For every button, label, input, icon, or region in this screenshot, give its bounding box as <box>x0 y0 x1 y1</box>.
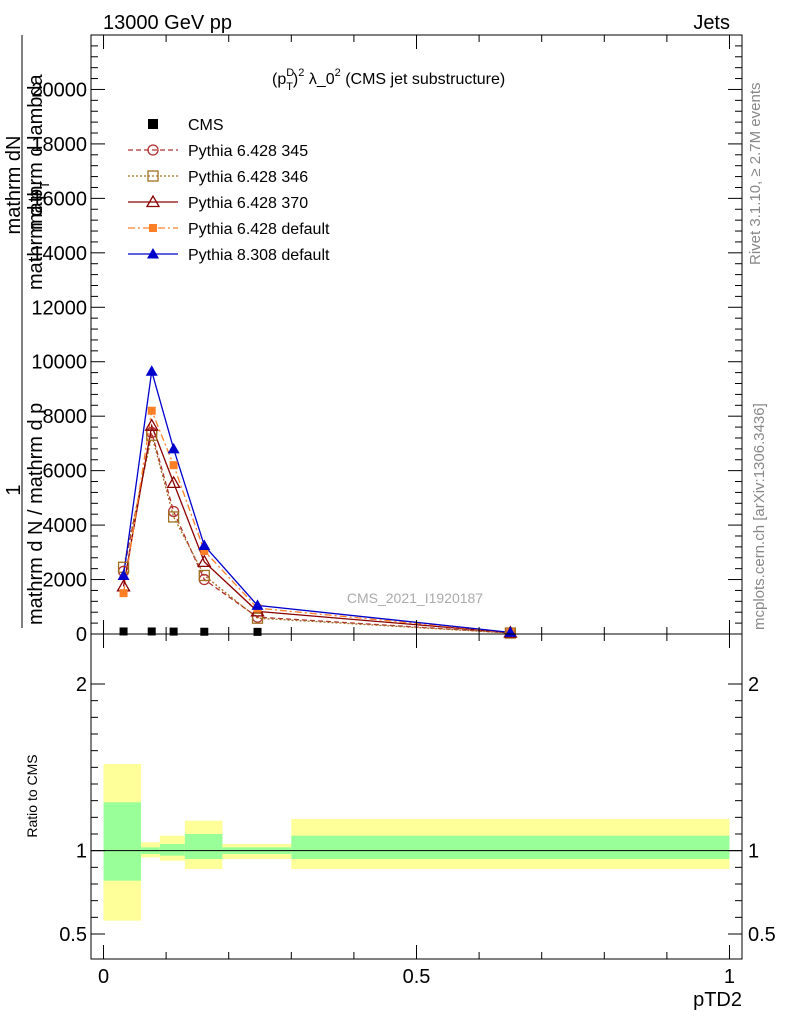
ratio-plot: 0.5 0.51 12 2 0 0.5 1 <box>59 35 776 988</box>
series-point <box>119 589 128 598</box>
y-tick-label: 18000 <box>31 134 87 156</box>
series-point <box>169 461 178 470</box>
series-point <box>198 539 211 551</box>
legend-label: Pythia 6.428 345 <box>188 143 308 160</box>
series-point <box>200 627 209 636</box>
y-tick-label: 6000 <box>43 461 88 483</box>
y-label-one: 1 <box>3 484 25 495</box>
y-tick-label: 8000 <box>43 406 88 428</box>
legend-marker <box>147 248 159 259</box>
rivet-label: Rivet 3.1.10, ≥ 2.7M events <box>747 83 764 266</box>
y-tick-label: 10000 <box>31 352 87 374</box>
ratio-plot-frame <box>90 633 743 960</box>
header-right-label: Jets <box>693 12 730 34</box>
series-line <box>122 408 511 634</box>
ratio-inner-band <box>103 802 142 881</box>
legend-label: Pythia 8.308 default <box>188 247 330 264</box>
legend-marker <box>148 119 158 129</box>
series-point <box>198 569 210 582</box>
series-line <box>122 371 511 634</box>
header-left-label: 13000 GeV pp <box>103 12 232 34</box>
series-point <box>167 511 180 523</box>
ratio-inner-band <box>184 834 223 859</box>
legend-label: Pythia 6.428 370 <box>188 195 308 212</box>
x-tick-label: 0.5 <box>403 966 431 988</box>
series-point <box>253 627 262 636</box>
series-point <box>167 442 180 454</box>
x-tick-label: 1 <box>724 966 735 988</box>
chart-title: (pD T)2 λ_02 (CMS jet substructure) <box>272 67 505 93</box>
ratio-inner-band <box>159 844 185 856</box>
ratio-y-label: Ratio to CMS <box>24 754 40 837</box>
y-axis-label: 1 mathrm dN mathrm d N / mathrm d p math… <box>3 35 52 628</box>
series-point <box>147 627 156 636</box>
ratio-tick-label: 2 <box>76 674 87 696</box>
y-tick-label: 12000 <box>31 297 87 319</box>
y-label-den-3: mathrm d lambda <box>25 74 47 230</box>
y-tick-label: 4000 <box>43 515 88 537</box>
legend-label: Pythia 6.428 346 <box>188 169 308 186</box>
x-axis: 0 0.5 1 <box>98 35 735 988</box>
y-axis: 0 2000 4000 6000 8000 10000 12000 14000 16000 180… <box>31 34 742 646</box>
series-point <box>251 599 264 610</box>
series-point <box>169 627 178 636</box>
ratio-tick-label-right: 1 <box>748 841 759 863</box>
y-tick-label: 14000 <box>31 243 87 265</box>
legend-marker <box>149 224 157 232</box>
series-point <box>147 406 156 415</box>
series-point <box>197 554 212 567</box>
x-axis-label: pTD2 <box>693 989 742 1011</box>
y-tick-label: 0 <box>76 624 87 646</box>
legend: CMS Pythia 6.428 345 Pythia 6.428 346 Pythi… <box>128 117 330 264</box>
ratio-y-axis: 0.5 0.5 1 1 2 2 <box>59 674 776 946</box>
legend-marker <box>147 170 159 182</box>
x-tick-label: 0 <box>98 966 109 988</box>
y-label-numerator: mathrm dN <box>3 136 25 235</box>
series-point <box>144 418 159 431</box>
series-markers <box>116 365 518 639</box>
legend-label: CMS <box>188 117 224 134</box>
ratio-bands <box>103 764 730 921</box>
legend-label: Pythia 6.428 default <box>188 221 330 238</box>
ratio-tick-label-right: 0.5 <box>748 924 776 946</box>
main-plot: 0 2000 4000 6000 8000 10000 12000 14000 16000 180… <box>31 34 743 646</box>
watermark: CMS_2021_I1920187 <box>347 590 483 606</box>
series-point <box>117 569 130 580</box>
y-tick-label: 16000 <box>31 188 87 210</box>
legend-marker <box>147 144 159 156</box>
y-label-den-1: mathrm d N / mathrm d p <box>25 403 47 625</box>
ratio-inner-band <box>291 835 730 859</box>
y-tick-label: 20000 <box>31 79 87 101</box>
series-line <box>122 423 511 634</box>
ratio-tick-label: 0.5 <box>59 924 87 946</box>
y-tick-label: 2000 <box>43 570 88 592</box>
ratio-tick-label-right: 2 <box>748 674 759 696</box>
series-point <box>119 627 128 636</box>
series-point <box>166 475 181 489</box>
series-lines <box>122 371 511 634</box>
mcplots-label: mcplots.cern.ch [arXiv:1306.3436] <box>751 403 768 630</box>
series-point <box>251 612 264 624</box>
ratio-tick-label: 1 <box>76 841 87 863</box>
legend-marker <box>145 194 161 208</box>
series-point <box>200 546 209 555</box>
series-line <box>122 435 511 634</box>
y-label-den-2: mathrm d pT <box>25 181 52 290</box>
series-point <box>145 365 158 376</box>
